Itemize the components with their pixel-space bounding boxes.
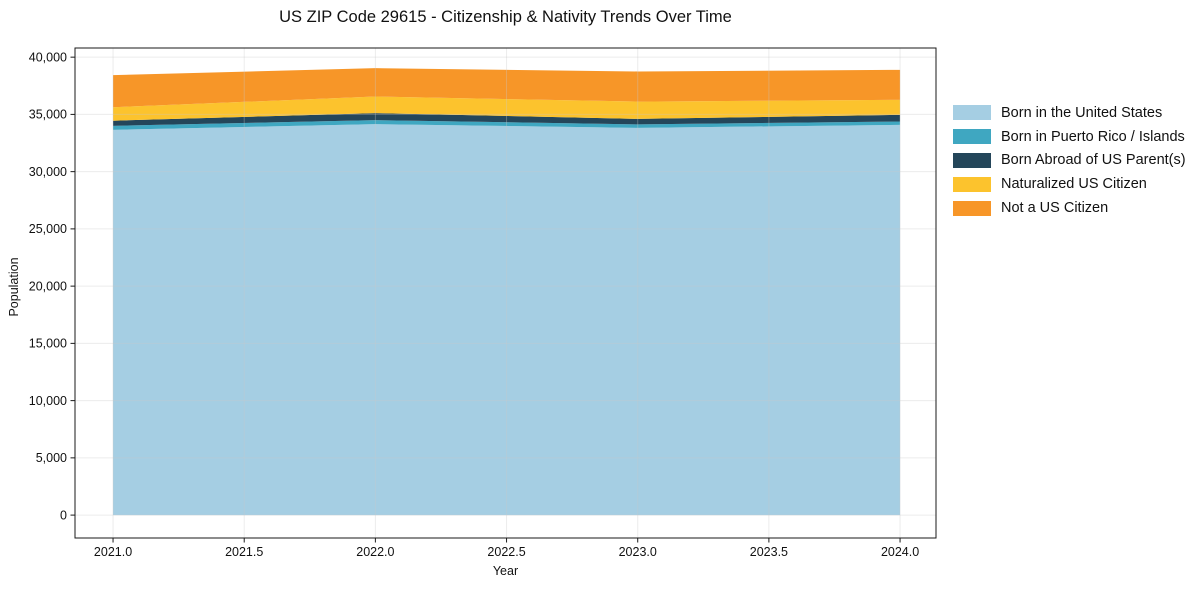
x-tick-label: 2023.0 (619, 545, 657, 559)
y-tick-label: 30,000 (29, 165, 67, 179)
y-tick-label: 25,000 (29, 222, 67, 236)
y-tick-label: 10,000 (29, 394, 67, 408)
y-tick-label: 0 (60, 508, 67, 522)
legend-label: Born in the United States (1001, 104, 1163, 121)
legend-item: Born in the United States (953, 101, 1186, 125)
area-layer-1-born-in-the-united-states (113, 124, 901, 516)
legend-swatch (953, 152, 991, 168)
x-tick-label: 2024.0 (881, 545, 919, 559)
y-tick-label: 40,000 (29, 50, 67, 64)
x-axis-label: Year (492, 564, 519, 578)
legend-swatch (953, 129, 991, 145)
area-layer-4-naturalized-us-citizen (113, 96, 901, 121)
plot-border (74, 47, 937, 539)
legend-item: Not a US Citizen (953, 196, 1186, 220)
x-tick-label: 2023.5 (750, 545, 788, 559)
legend-swatch (953, 176, 991, 192)
legend-label: Not a US Citizen (1001, 200, 1109, 217)
legend-swatch (953, 105, 991, 121)
chart-title: US ZIP Code 29615 - Citizenship & Nativi… (279, 8, 732, 26)
x-tick-label: 2022.5 (487, 545, 525, 559)
legend: Born in the United States Born in Puerto … (953, 101, 1186, 220)
area-layer-5-not-a-us-citizen (113, 68, 901, 108)
area-layer-3-born-abroad-of-us-parent-s- (113, 113, 901, 126)
legend-label: Born in Puerto Rico / Islands (1001, 128, 1185, 145)
area-layer-2-born-in-puerto-rico-islands (113, 120, 901, 130)
legend-item: Born Abroad of US Parent(s) (953, 149, 1186, 173)
legend-label: Born Abroad of US Parent(s) (1001, 152, 1186, 169)
y-axis-label: Population (7, 257, 21, 317)
legend-label: Naturalized US Citizen (1001, 176, 1147, 193)
y-tick-label: 20,000 (29, 279, 67, 293)
legend-item: Born in Puerto Rico / Islands (953, 125, 1186, 149)
legend-item: Naturalized US Citizen (953, 172, 1186, 196)
y-tick-label: 5,000 (36, 451, 67, 465)
y-tick-label: 35,000 (29, 108, 67, 122)
x-tick-label: 2021.0 (94, 545, 132, 559)
x-tick-label: 2022.0 (356, 545, 394, 559)
legend-swatch (953, 200, 991, 216)
x-tick-label: 2021.5 (225, 545, 263, 559)
y-tick-label: 15,000 (29, 337, 67, 351)
